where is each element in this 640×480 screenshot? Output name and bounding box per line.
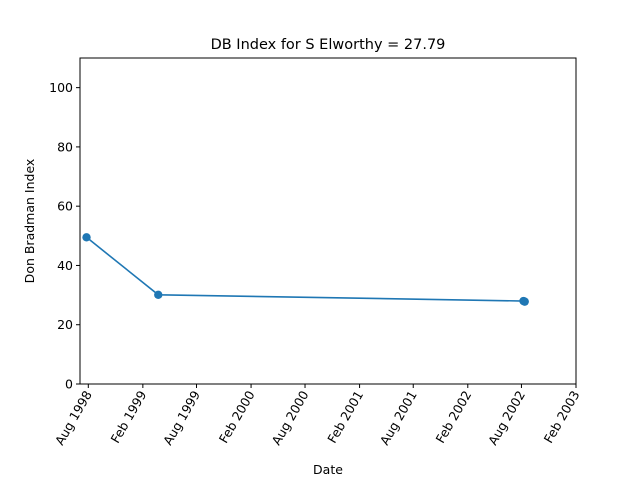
plot-area: [82, 233, 529, 306]
y-tick-label: 0: [65, 377, 73, 392]
x-tick-label: Feb 2003: [541, 388, 583, 446]
y-tick-label: 20: [57, 317, 73, 332]
x-tick-label: Aug 2000: [269, 388, 312, 448]
series-line: [86, 236, 526, 303]
data-point: [154, 290, 163, 299]
y-tick-label: 80: [57, 139, 73, 154]
x-tick-label: Aug 1999: [160, 388, 203, 448]
data-point: [520, 297, 529, 306]
y-axis-label: Don Bradman Index: [22, 159, 37, 284]
x-tick-label: Aug 1998: [52, 388, 95, 448]
y-axis: 0 20 40 60 80 100: [49, 80, 80, 392]
plot-frame: [79, 57, 577, 385]
x-tick-label: Feb 2000: [216, 388, 258, 446]
x-tick-label: Aug 2002: [485, 388, 528, 448]
y-tick-label: 40: [57, 258, 73, 273]
y-tick-label: 60: [57, 199, 73, 214]
x-axis: Aug 1998 Feb 1999 Aug 1999 Feb 2000 Aug 2000…: [52, 384, 583, 448]
x-tick-label: Feb 2001: [324, 388, 366, 446]
x-tick-label: Feb 1999: [107, 388, 149, 446]
x-axis-label: Date: [313, 462, 343, 477]
chart-title: DB Index for S Elworthy = 27.79: [211, 37, 446, 53]
x-tick-label: Aug 2001: [377, 388, 420, 448]
data-point: [82, 233, 91, 242]
y-tick-label: 100: [49, 80, 73, 95]
x-tick-label: Feb 2002: [432, 388, 474, 446]
